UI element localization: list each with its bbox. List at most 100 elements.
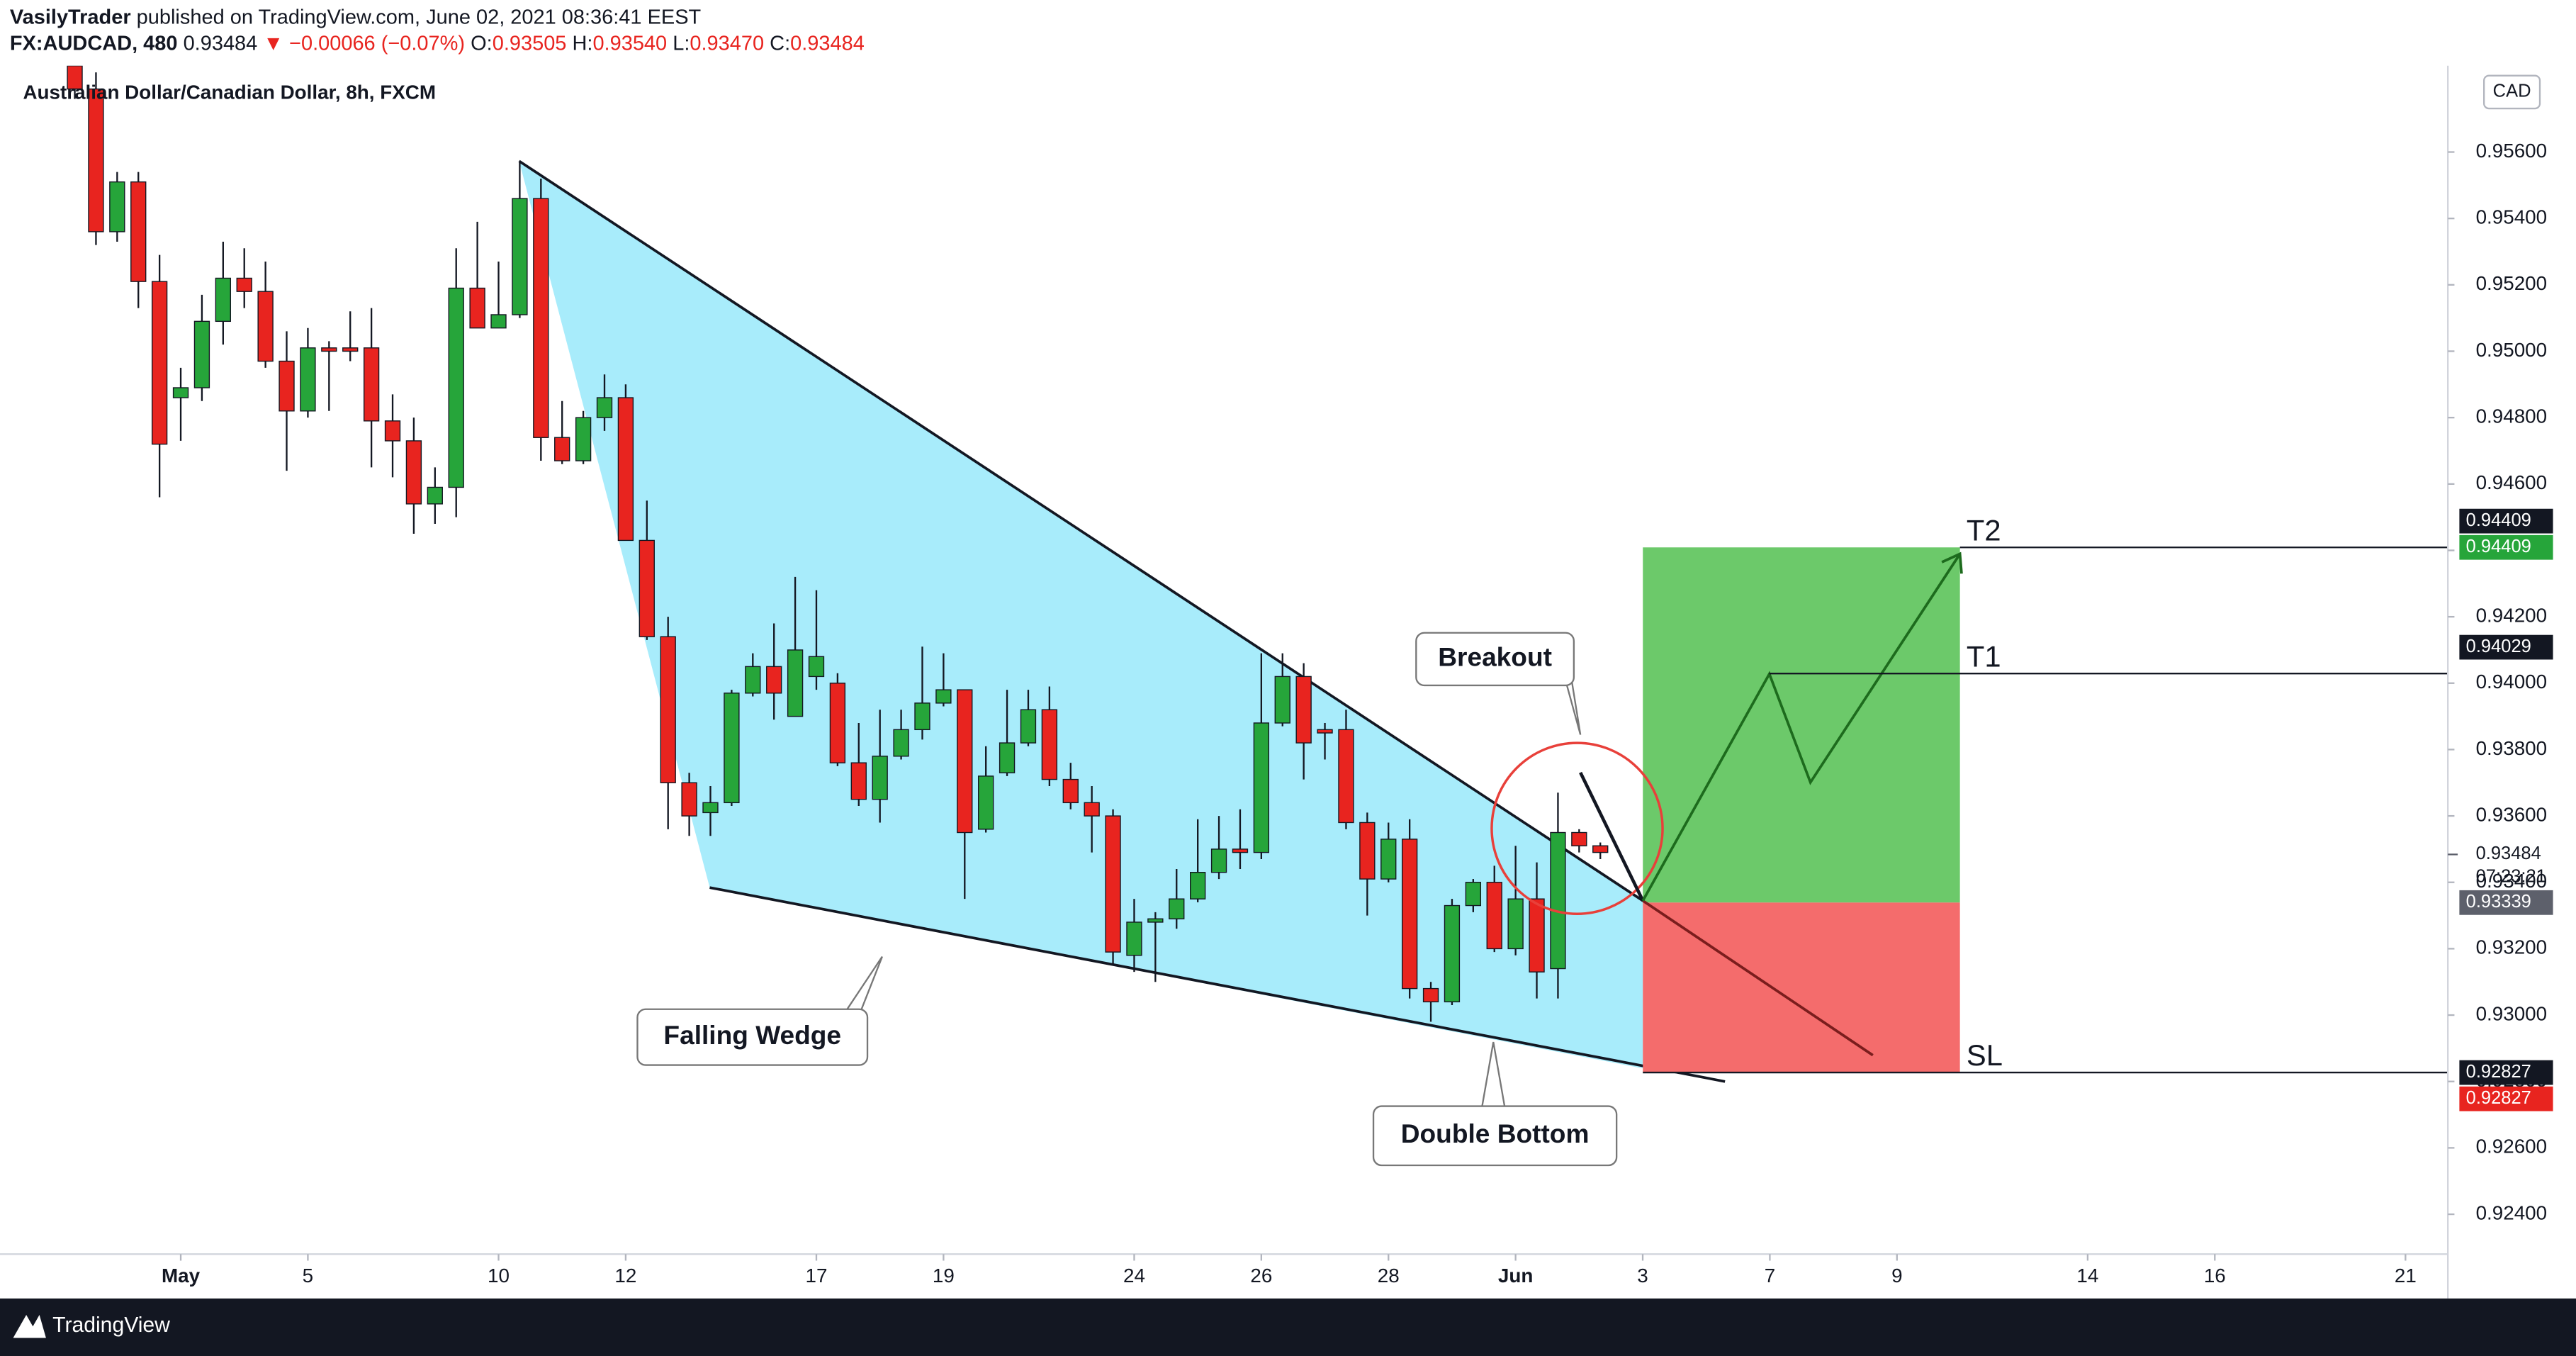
- x-tick-label: 28: [1378, 1265, 1400, 1287]
- footer: [0, 1298, 2576, 1356]
- level-name: SL: [1967, 1038, 2003, 1072]
- wedge-upper: [518, 159, 1644, 902]
- publish-line: VasilyTrader published on TradingView.co…: [10, 6, 702, 28]
- x-tick-label: 5: [303, 1265, 313, 1287]
- logo-mark: [13, 1315, 46, 1338]
- candle-body: [1401, 839, 1418, 990]
- candle-body: [1507, 898, 1524, 950]
- candle-body: [787, 649, 804, 717]
- y-tick-label: 0.95400: [2476, 206, 2548, 228]
- x-tick-label: May: [162, 1265, 201, 1287]
- price-label-box: [2459, 534, 2553, 560]
- y-tick-label: 0.95200: [2476, 272, 2548, 294]
- x-tick-label: Jun: [1498, 1265, 1533, 1287]
- y-tick-label: 0.93400: [2476, 870, 2548, 892]
- price-label-box: [2459, 634, 2553, 660]
- x-tick-label: 9: [1891, 1265, 1902, 1287]
- currency: CAD: [2493, 82, 2531, 101]
- entry-label-box: [2459, 890, 2553, 915]
- level-name: T1: [1967, 639, 2001, 673]
- candle-body: [427, 486, 443, 505]
- candle-body: [130, 181, 147, 282]
- candle-body: [384, 420, 401, 442]
- candle-body: [935, 689, 952, 704]
- y-tick-label: 0.94600: [2476, 471, 2548, 493]
- candle-body: [660, 636, 676, 783]
- candle-body: [554, 437, 570, 461]
- x-tick-label: 17: [806, 1265, 828, 1287]
- candle-body: [236, 277, 252, 292]
- price-label: 0.94029: [2466, 637, 2531, 656]
- x-tick-label: 14: [2076, 1265, 2098, 1287]
- chart-title: Australian Dollar/Canadian Dollar, 8h, F…: [23, 82, 436, 103]
- change: ▼ −0.00066 (−0.07%): [263, 32, 465, 55]
- candle-body: [363, 347, 380, 422]
- l-label: L:: [673, 32, 690, 55]
- price-label-box: [2459, 1060, 2553, 1085]
- annotation: Falling Wedge: [663, 1020, 841, 1050]
- candle-body: [1422, 987, 1439, 1003]
- h: 0.93540: [592, 32, 667, 55]
- y-tick-label: 0.93200: [2476, 936, 2548, 958]
- o: 0.93505: [493, 32, 567, 55]
- candle-body: [1592, 845, 1609, 853]
- level-name: T2: [1967, 513, 2001, 547]
- entry-label: 0.93339: [2466, 892, 2531, 912]
- candle-body: [1041, 709, 1058, 780]
- candle-body: [1210, 848, 1227, 873]
- symbol: FX:AUDCAD, 480: [10, 32, 178, 55]
- candle-body: [1295, 676, 1312, 744]
- candle-body: [1020, 709, 1037, 744]
- candle-body: [978, 775, 994, 830]
- y-tick-label: 0.94000: [2476, 671, 2548, 693]
- candle-body: [1571, 831, 1587, 846]
- candle-body: [1253, 722, 1270, 853]
- y-tick-label: 0.93000: [2476, 1002, 2548, 1024]
- candle-body: [1190, 872, 1206, 900]
- candle-body: [109, 181, 125, 232]
- x-tick-label: 26: [1250, 1265, 1272, 1287]
- y-tick-label: 0.93600: [2476, 803, 2548, 825]
- candle-body: [617, 397, 634, 542]
- candle-body: [1105, 815, 1121, 953]
- x-tick-label: 19: [933, 1265, 955, 1287]
- candle-body: [999, 742, 1016, 773]
- candle-body: [639, 539, 655, 637]
- candle-body: [1465, 882, 1482, 907]
- wedge-lower: [709, 886, 1726, 1083]
- candle-body: [257, 291, 274, 362]
- candle-body: [342, 347, 359, 352]
- x-tick-label: 24: [1123, 1265, 1145, 1287]
- candle-body: [914, 702, 930, 731]
- brand: TradingView: [52, 1313, 170, 1337]
- candle-body: [448, 287, 464, 488]
- l: 0.93470: [690, 32, 764, 55]
- y-tick-label: 0.95600: [2476, 140, 2548, 162]
- candle-body: [1084, 802, 1100, 817]
- candle-body: [1169, 898, 1185, 919]
- candle-body: [957, 689, 973, 834]
- x-tick-label: 10: [488, 1265, 510, 1287]
- logo: [13, 1315, 46, 1338]
- callout-box: [1415, 632, 1575, 687]
- candle-body: [1444, 904, 1461, 1003]
- candle-body: [1550, 831, 1566, 970]
- candle-body: [215, 277, 231, 323]
- y-tick-label: 0.93800: [2476, 737, 2548, 759]
- price-label-box: [2459, 508, 2553, 534]
- candle-body: [1274, 676, 1290, 724]
- y-tick-label: 0.94800: [2476, 405, 2548, 427]
- y-tick-label: 0.94200: [2476, 604, 2548, 626]
- y-tick-label: 0.95000: [2476, 339, 2548, 361]
- candle-body: [193, 320, 210, 388]
- last-price-label: 0.93484: [2476, 844, 2541, 863]
- candle-body: [279, 360, 295, 412]
- c: 0.93484: [790, 32, 865, 55]
- candle-body: [596, 397, 613, 418]
- candle-body: [151, 281, 168, 445]
- candle-body: [702, 802, 719, 814]
- candle-body: [766, 666, 782, 694]
- candle-body: [1529, 898, 1545, 973]
- candle-body: [808, 656, 825, 678]
